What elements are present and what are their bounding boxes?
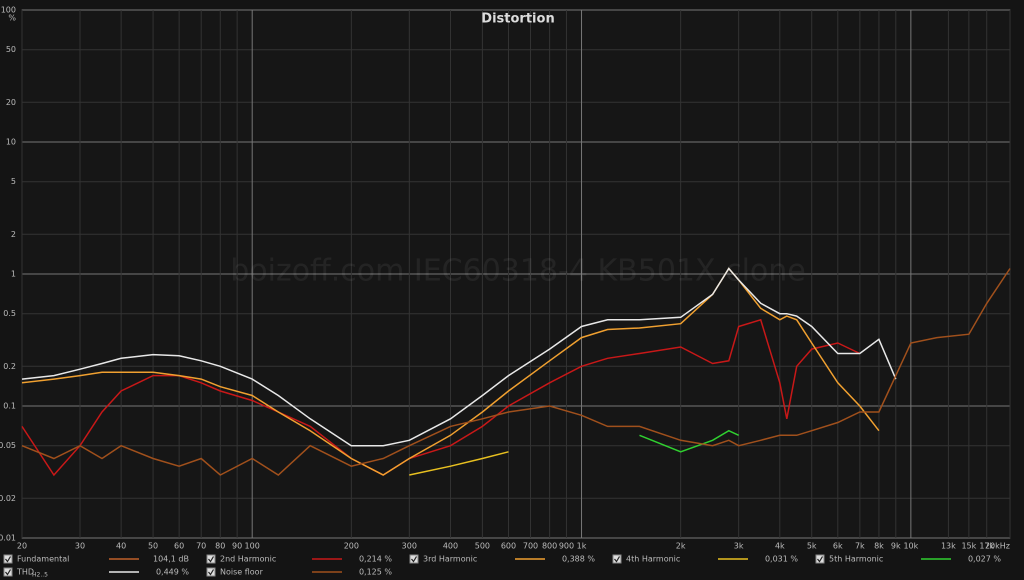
x-tick-label: 40: [116, 542, 126, 551]
legend-check: [817, 556, 824, 563]
y-tick-label: 0.2: [3, 362, 16, 371]
x-tick-label: 15k: [961, 542, 976, 551]
legend-readout: 0,027 %: [968, 555, 1001, 564]
y-tick-label: 20: [6, 98, 16, 107]
x-tick-label: 13k: [941, 542, 956, 551]
x-tick-label: 5k: [807, 542, 817, 551]
legend-checkbox[interactable]: [612, 554, 622, 564]
y-tick-label: 100: [1, 6, 16, 15]
legend-readout: 0,449 %: [156, 568, 189, 577]
legend-checkbox[interactable]: [409, 554, 419, 564]
x-tick-label: 600: [501, 542, 516, 551]
x-tick-label: 200: [344, 542, 359, 551]
legend-checkbox[interactable]: [3, 554, 13, 564]
legend-check: [614, 556, 621, 563]
x-tick-label: 20kHz: [985, 542, 1010, 551]
legend: Fundamental 104,1 dB 2nd Harmonic 0,214 % 3r…: [3, 554, 1001, 579]
legend-label: 2nd Harmonic: [220, 555, 276, 564]
x-tick-label: 3k: [734, 542, 744, 551]
legend-label: Noise floor: [220, 568, 264, 577]
legend-label: 5th Harmonic: [829, 555, 883, 564]
legend-readout: 0,214 %: [359, 555, 392, 564]
x-tick-label: 50: [148, 542, 158, 551]
watermark: boizoff.com IEC60318-4 KB501X clone: [230, 254, 806, 289]
x-tick-label: 100: [245, 542, 260, 551]
x-tick-label: 4k: [775, 542, 785, 551]
x-tick-label: 300: [402, 542, 417, 551]
legend-check: [411, 556, 418, 563]
legend-checkbox[interactable]: [815, 554, 825, 564]
series-line: [21, 318, 861, 477]
x-tick-label: 500: [475, 542, 490, 551]
legend-readout: 0,388 %: [562, 555, 595, 564]
chart-title: Distortion: [481, 12, 554, 27]
x-tick-label: 20: [17, 542, 27, 551]
series-line: [639, 429, 740, 453]
y-tick-label: 10: [6, 138, 16, 147]
x-tick-label: 900: [559, 542, 574, 551]
y-tick-label: 2: [11, 230, 16, 239]
legend-checkbox[interactable]: [3, 567, 13, 577]
series-line: [21, 267, 897, 447]
legend-check: [5, 569, 12, 576]
lines: [21, 267, 1011, 477]
x-tick-label: 2k: [676, 542, 686, 551]
y-tick-label: 1: [11, 270, 16, 279]
legend-checkbox[interactable]: [206, 554, 216, 564]
x-tick-label: 17k: [979, 542, 994, 551]
legend-readout: 0,125 %: [359, 568, 392, 577]
x-tick-label: 80: [215, 542, 225, 551]
legend-check: [208, 569, 215, 576]
x-tick-label: 90: [232, 542, 242, 551]
legend-subscript: H2..5: [32, 572, 48, 579]
x-tick-label: 1k: [577, 542, 587, 551]
y-tick-label: 0.1: [3, 402, 16, 411]
x-tick-label: 70: [196, 542, 206, 551]
y-tick-label: 0.01: [0, 534, 16, 543]
x-tick-label: 8k: [874, 542, 884, 551]
x-tick-label: 400: [443, 542, 458, 551]
legend-checkbox[interactable]: [206, 567, 216, 577]
x-tick-label: 800: [542, 542, 557, 551]
x-tick-label: 10k: [903, 542, 918, 551]
x-tick-label: 60: [174, 542, 184, 551]
legend-readout: 0,031 %: [765, 555, 798, 564]
y-tick-label: 0.02: [0, 494, 16, 503]
legend-label: 4th Harmonic: [626, 555, 680, 564]
y-axis-label: %: [8, 14, 16, 23]
x-tick-label: 9k: [891, 542, 901, 551]
legend-check: [208, 556, 215, 563]
series-line: [409, 451, 509, 476]
series-line: [21, 268, 1011, 476]
x-tick-label: 700: [523, 542, 538, 551]
x-tick-label: 7k: [855, 542, 865, 551]
legend-readout: 104,1 dB: [153, 555, 189, 564]
y-tick-label: 5: [11, 177, 16, 186]
legend-label: 3rd Harmonic: [423, 555, 477, 564]
legend-check: [5, 556, 12, 563]
x-tick-label: 30: [75, 542, 85, 551]
legend-label: THD: [16, 568, 34, 577]
y-tick-label: 0.05: [0, 441, 16, 450]
y-tick-label: 0.5: [3, 309, 16, 318]
series-line: [21, 267, 880, 476]
y-tick-label: 50: [6, 45, 16, 54]
legend-label: Fundamental: [17, 555, 69, 564]
x-tick-label: 6k: [833, 542, 843, 551]
